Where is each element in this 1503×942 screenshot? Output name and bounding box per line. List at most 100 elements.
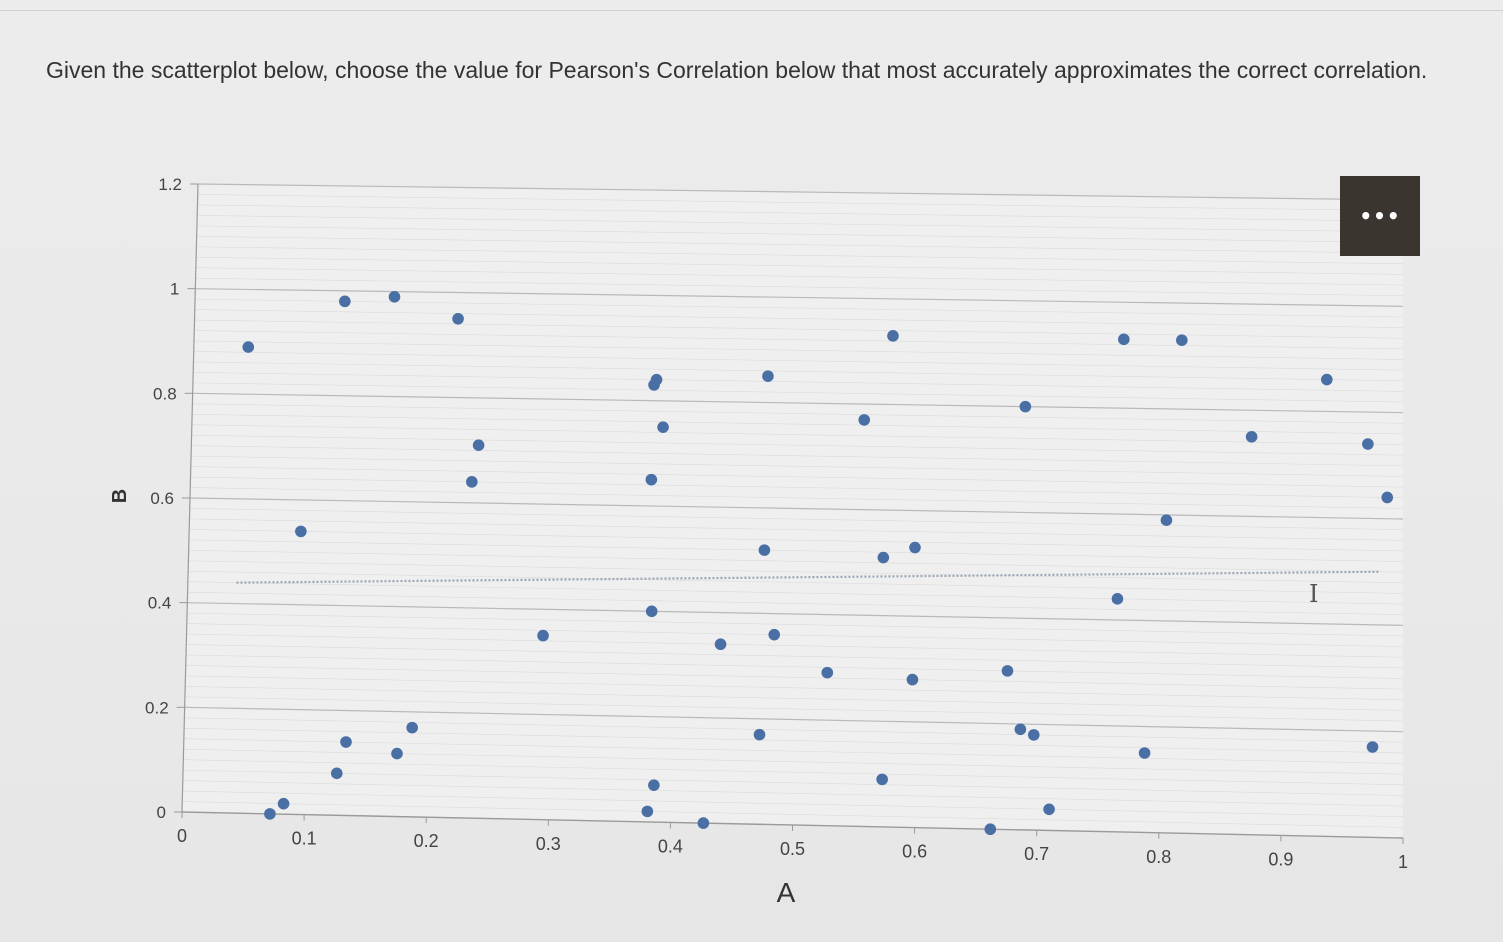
minor-gridline <box>196 246 1404 265</box>
minor-gridline <box>194 330 1404 350</box>
minor-gridline <box>186 623 1404 647</box>
data-point <box>1001 665 1014 677</box>
minor-gridline <box>184 696 1404 722</box>
plot-background <box>182 184 1403 838</box>
minor-gridline <box>192 403 1404 424</box>
y-tick-label: 1.2 <box>158 175 182 194</box>
data-point <box>906 673 919 686</box>
minor-gridline <box>191 445 1404 467</box>
minor-gridline <box>195 277 1404 296</box>
minor-gridline <box>185 686 1404 711</box>
minor-gridline <box>187 612 1404 637</box>
major-gridline <box>197 183 1404 201</box>
data-point <box>406 721 418 734</box>
y-tick-label: 0.4 <box>148 594 172 613</box>
text-cursor-icon: I <box>1309 580 1319 608</box>
data-point <box>984 823 997 836</box>
data-point <box>330 767 343 780</box>
x-tick-label: 0.5 <box>780 839 805 859</box>
data-point <box>876 773 888 786</box>
x-tick-label: 0.2 <box>414 831 439 851</box>
plot-area <box>182 184 1403 838</box>
data-point <box>466 476 478 488</box>
minor-gridline <box>185 675 1404 701</box>
minor-gridline <box>193 372 1404 392</box>
minor-gridline <box>191 434 1404 456</box>
minor-gridline <box>197 194 1404 211</box>
minor-gridline <box>184 717 1404 743</box>
data-point <box>1118 333 1130 346</box>
y-tick-label: 0.6 <box>150 489 174 508</box>
minor-gridline <box>186 633 1404 658</box>
data-point <box>295 525 307 538</box>
minor-gridline <box>192 382 1404 403</box>
minor-gridline <box>196 225 1404 243</box>
data-point <box>1027 729 1040 741</box>
y-tick-label: 1 <box>170 280 179 299</box>
minor-gridline <box>187 591 1404 615</box>
minor-gridline <box>194 309 1404 328</box>
minor-gridline <box>193 351 1404 371</box>
x-tick-label: 0.3 <box>536 834 561 854</box>
minor-gridline <box>182 790 1404 818</box>
x-tick-label: 0 <box>177 826 187 846</box>
data-point <box>1138 747 1151 759</box>
x-tick-label: 0.8 <box>1146 847 1171 867</box>
question-text: Given the scatterplot below, choose the … <box>46 57 1428 83</box>
minor-gridline <box>184 727 1404 754</box>
y-tick-label: 0.2 <box>145 698 169 717</box>
data-point <box>758 544 771 556</box>
minor-gridline <box>194 319 1404 339</box>
minor-gridline <box>191 455 1404 477</box>
data-point <box>452 312 464 325</box>
minor-gridline <box>182 801 1404 828</box>
data-point <box>821 666 834 679</box>
data-point <box>1362 438 1374 450</box>
x-tick-label: 0.6 <box>902 842 927 862</box>
minor-gridline <box>183 759 1404 786</box>
data-point <box>1019 400 1032 413</box>
minor-gridline <box>186 644 1404 669</box>
data-point <box>645 473 658 486</box>
data-point <box>697 817 710 829</box>
minor-gridline <box>185 665 1404 690</box>
minor-gridline <box>187 581 1404 605</box>
more-options-button[interactable]: ••• <box>1340 176 1420 256</box>
minor-gridline <box>190 476 1404 499</box>
minor-gridline <box>190 487 1404 509</box>
data-point <box>537 629 549 642</box>
data-point <box>762 370 774 382</box>
data-point <box>768 628 781 641</box>
data-point <box>1381 491 1394 504</box>
minor-gridline <box>189 529 1404 552</box>
data-point <box>1111 593 1124 605</box>
data-point <box>753 728 766 741</box>
major-gridline <box>184 706 1404 733</box>
minor-gridline <box>191 424 1404 445</box>
data-point <box>1014 723 1027 736</box>
data-point <box>877 551 890 564</box>
y-axis-label: B <box>109 489 131 503</box>
data-point <box>472 439 485 451</box>
data-point <box>887 330 899 342</box>
minor-gridline <box>183 748 1404 775</box>
x-tick-label: 0.7 <box>1024 844 1049 864</box>
data-point <box>657 421 669 433</box>
minor-gridline <box>190 466 1404 488</box>
data-points <box>242 291 1394 836</box>
data-point <box>714 638 727 651</box>
minor-gridline <box>185 654 1404 679</box>
minor-gridline <box>183 769 1404 796</box>
minor-gridline <box>196 236 1404 254</box>
minor-gridline <box>193 361 1404 382</box>
data-point <box>1320 373 1333 386</box>
data-point <box>1160 514 1173 527</box>
minor-gridline <box>196 256 1404 275</box>
minor-gridline <box>192 413 1404 435</box>
data-point <box>1176 334 1188 347</box>
minor-gridline <box>195 267 1404 286</box>
data-point <box>1043 803 1055 816</box>
data-point <box>277 797 290 810</box>
x-tick-labels: 0 0.1 0.2 0.3 0.4 0.5 0.6 0.7 0.8 0.9 1 <box>177 812 1408 872</box>
